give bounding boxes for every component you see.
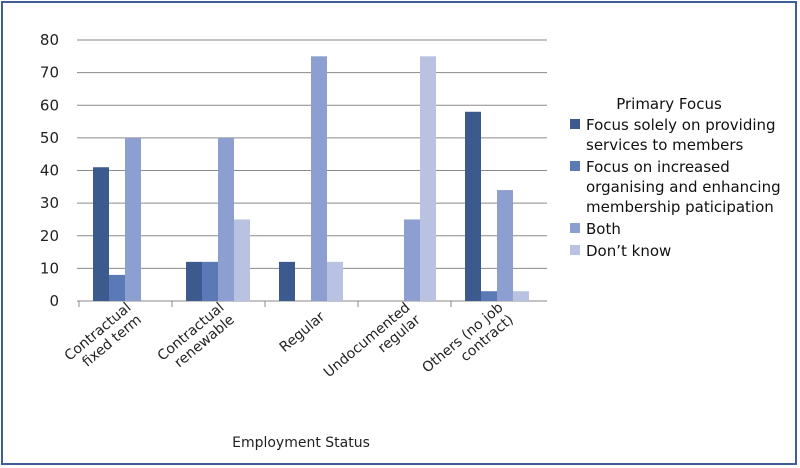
bar [497, 190, 513, 301]
category-label: Contractualfixed term [62, 300, 145, 377]
y-axis-ticks: 0 10 20 30 40 50 60 70 80 [40, 31, 59, 310]
bar [125, 137, 141, 301]
y-tick-label: 70 [40, 64, 59, 82]
legend-entry-line: Don’t know [586, 242, 671, 260]
bar [404, 219, 420, 301]
bar [218, 137, 234, 301]
category-label: Undocumentedregular [321, 300, 424, 394]
y-tick-label: 40 [40, 162, 59, 180]
bar [513, 291, 529, 301]
y-tick-label: 50 [40, 129, 59, 147]
category-label: Contractualrenewable [155, 300, 238, 377]
category-label: Regular [277, 309, 329, 356]
category-label: Others (no jobcontract) [419, 300, 516, 389]
legend-swatch [570, 245, 580, 255]
y-tick-label: 80 [40, 31, 59, 49]
x-axis-title: Employment Status [232, 435, 370, 451]
bar-chart: 0 10 20 30 40 50 60 70 80 Contractualfixed term C… [40, 31, 781, 451]
bars [93, 56, 529, 302]
bar [109, 274, 125, 301]
bar [234, 219, 250, 301]
legend-entry-line: Focus on increased [586, 158, 730, 176]
bar [186, 261, 202, 301]
x-axis-ticks [78, 301, 452, 307]
y-tick-label: 10 [40, 259, 59, 277]
legend-entry-line: Focus solely on providing [586, 116, 776, 134]
bar [279, 261, 295, 301]
legend-swatch [570, 223, 580, 233]
legend-entry: Both [586, 220, 621, 238]
legend-swatch [570, 119, 580, 129]
y-tick-label: 20 [40, 227, 59, 245]
bar [465, 111, 481, 302]
y-tick-label: 30 [40, 194, 59, 212]
legend-title: Primary Focus [616, 95, 722, 113]
bar [202, 261, 218, 301]
bar [420, 56, 436, 301]
legend-entry-line: services to members [586, 136, 744, 154]
y-tick-label: 0 [49, 292, 59, 310]
bar [481, 291, 497, 301]
legend-entry: Don’t know [586, 242, 671, 260]
bar [327, 261, 343, 301]
legend-entry: Focus on increased organising and enhanci… [586, 158, 781, 216]
category-labels: Contractualfixed term Contractualrenewabl… [62, 300, 517, 394]
category-label-line: Regular [277, 309, 329, 356]
legend-entry: Focus solely on providing services to mem… [586, 116, 776, 154]
bar [93, 167, 109, 301]
legend-entry-line: membership paticipation [586, 198, 774, 216]
bar [311, 56, 327, 301]
y-tick-label: 60 [40, 96, 59, 114]
legend: Primary Focus Focus solely on providing s… [570, 95, 781, 260]
legend-entry-line: Both [586, 220, 621, 238]
legend-swatch [570, 161, 580, 171]
legend-entry-line: organising and enhancing [586, 178, 781, 196]
